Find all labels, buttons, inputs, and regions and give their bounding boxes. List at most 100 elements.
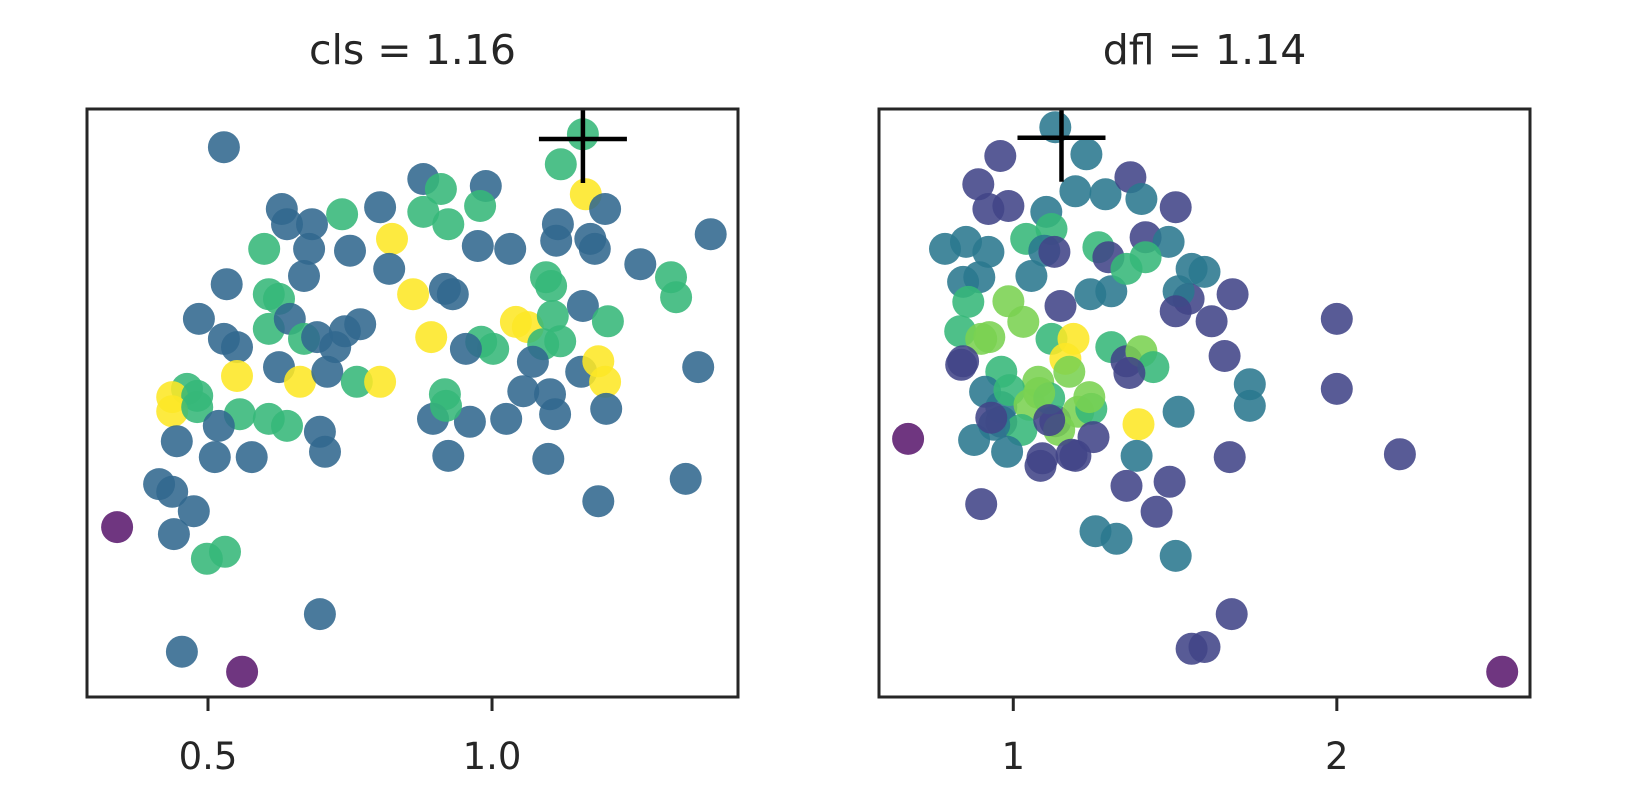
scatter-point — [1153, 465, 1186, 498]
scatter-point — [1015, 260, 1048, 292]
scatter-point — [1383, 438, 1416, 471]
scatter-point — [992, 190, 1025, 222]
scatter-point — [430, 389, 462, 422]
scatter-point — [373, 252, 406, 285]
scatter-point — [540, 224, 573, 257]
plot-title-cls: cls = 1.16 — [308, 26, 516, 74]
scatter-point — [1122, 408, 1155, 441]
scatter-point — [958, 424, 991, 456]
scatter-point — [1320, 372, 1353, 405]
scatter-point — [1213, 441, 1246, 474]
scatter-point — [589, 193, 622, 225]
scatter-point — [207, 131, 240, 164]
scatter-point — [453, 405, 486, 438]
scatter-point — [210, 268, 243, 301]
scatter-point — [202, 409, 235, 442]
scatter-point — [624, 248, 657, 281]
scatter-point — [248, 232, 281, 265]
scatter-point — [1208, 340, 1241, 372]
scatter-point — [235, 441, 268, 474]
scatter-point — [364, 365, 397, 398]
scatter-point — [271, 409, 303, 442]
scatter-point — [1044, 290, 1077, 322]
plot-title-dfl: dfl = 1.14 — [1102, 26, 1307, 74]
scatter-point — [157, 518, 190, 551]
scatter-point — [1055, 438, 1088, 471]
scatter-point — [1073, 381, 1106, 414]
scatter-point — [198, 441, 231, 474]
scatter-point — [464, 190, 497, 222]
scatter-point — [1195, 305, 1228, 338]
scatter-point — [965, 488, 998, 521]
scatter-point — [973, 321, 1006, 354]
scatter-point — [296, 208, 328, 241]
scatter-point — [963, 261, 996, 294]
scatter-point — [984, 140, 1017, 172]
scatter-point — [972, 235, 1005, 268]
plot-frame — [877, 107, 1532, 699]
scatter-point — [516, 345, 549, 378]
scatter-point — [209, 535, 241, 568]
scatter-point — [1125, 183, 1158, 215]
scatter-point — [344, 308, 377, 341]
scatter-point — [1026, 442, 1059, 475]
scatter-point — [1137, 351, 1170, 384]
scatter-point — [101, 511, 134, 544]
scatter-point — [892, 422, 925, 455]
scatter-point — [156, 395, 189, 428]
scatter-point — [578, 232, 611, 265]
scatter-point — [694, 218, 727, 251]
scatter-point — [415, 321, 448, 354]
scatter-point — [544, 325, 577, 358]
scatter-point — [1320, 302, 1353, 335]
scatter-point — [660, 281, 693, 314]
scatter-point — [975, 401, 1008, 434]
scatter-point — [477, 332, 510, 365]
scatter-point — [156, 475, 189, 508]
scatter-point — [449, 332, 482, 365]
scatter-point — [566, 290, 599, 322]
scatter-point — [1188, 631, 1221, 663]
scatter-point — [311, 355, 344, 388]
scatter-point — [589, 365, 622, 398]
scatter-point — [1140, 495, 1173, 528]
scatter-point — [1159, 539, 1192, 572]
x-tick-label: 2 — [1325, 735, 1349, 778]
scatter-point — [1215, 598, 1248, 631]
scatter-point — [490, 402, 523, 435]
scatter-point — [326, 198, 359, 231]
best-result-plus-marker — [1017, 109, 1106, 182]
scatter-point — [1100, 522, 1133, 555]
scatter-point — [221, 331, 253, 364]
scatter-point — [1152, 225, 1185, 258]
scatter-point — [952, 285, 985, 318]
scatter-point — [1033, 404, 1066, 437]
scatter-point — [1089, 178, 1122, 211]
scatter-point — [177, 495, 210, 528]
plot-frame — [85, 107, 740, 699]
scatter-point — [682, 351, 715, 384]
scatter-point — [991, 435, 1024, 468]
scatter-point — [494, 232, 527, 265]
scatter-point — [535, 270, 568, 302]
scatter-point — [340, 365, 373, 398]
scatter-point — [591, 305, 624, 338]
scatter-point — [293, 232, 326, 265]
scatter-point — [181, 391, 214, 424]
scatter-point — [309, 435, 341, 468]
scatter-point — [536, 300, 569, 332]
scatter-point — [432, 208, 465, 241]
scatter-point — [1023, 377, 1056, 409]
scatter-point — [436, 278, 469, 311]
scatter-point — [1233, 389, 1266, 422]
scatter-point — [1159, 191, 1192, 224]
scatter-point — [507, 375, 540, 408]
scatter-point — [1053, 355, 1086, 388]
scatter-point — [1486, 655, 1519, 688]
scatter-point — [1110, 252, 1143, 285]
scatter-point — [271, 208, 303, 241]
scatter-point — [288, 260, 320, 292]
scatter-point — [582, 485, 615, 518]
